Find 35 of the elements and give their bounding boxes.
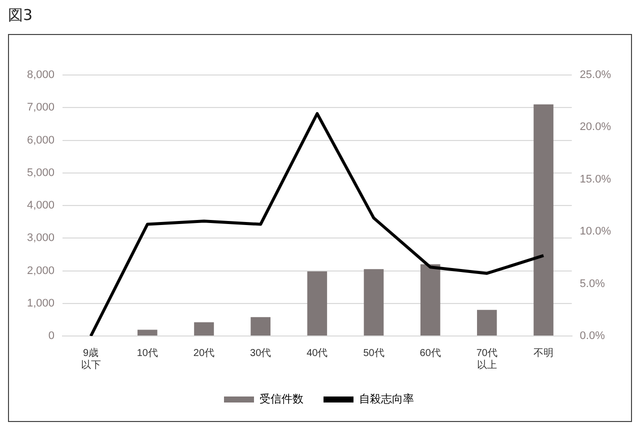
y-tick-label: 3,000 bbox=[26, 232, 55, 244]
y-tick-label: 2,000 bbox=[26, 264, 55, 277]
x-tick-label: 30代 bbox=[250, 348, 272, 359]
y-tick-label: 1,000 bbox=[26, 297, 55, 310]
y2-tick-label: 5.0% bbox=[580, 278, 606, 290]
y-tick-label: 0 bbox=[48, 330, 55, 342]
y2-tick-label: 20.0% bbox=[580, 121, 612, 134]
bar bbox=[477, 310, 497, 336]
y-tick-label: 5,000 bbox=[26, 166, 55, 179]
x-tick-label: 40代 bbox=[306, 348, 328, 359]
bar bbox=[250, 317, 270, 336]
y2-tick-label: 0.0% bbox=[580, 330, 606, 342]
y-tick-label: 8,000 bbox=[26, 69, 55, 82]
bar bbox=[138, 330, 158, 336]
x-tick-label: 9歳以下 bbox=[80, 346, 101, 371]
x-tick-label: 不明 bbox=[534, 348, 554, 359]
y-tick-label: 4,000 bbox=[26, 200, 55, 212]
x-tick-label: 70代以上 bbox=[476, 348, 498, 371]
x-tick-label: 50代 bbox=[363, 348, 384, 359]
legend-label: 受信件数 bbox=[260, 392, 304, 406]
y2-tick-label: 15.0% bbox=[580, 173, 612, 186]
bar bbox=[420, 264, 440, 336]
x-tick-label: 10代 bbox=[136, 348, 158, 359]
chart-title: 図3 bbox=[8, 6, 33, 25]
y2-tick-label: 25.0% bbox=[580, 69, 612, 82]
bar bbox=[534, 104, 554, 336]
y-tick-label: 6,000 bbox=[26, 134, 55, 146]
y-tick-label: 7,000 bbox=[26, 102, 55, 114]
y2-tick-label: 10.0% bbox=[580, 226, 612, 238]
legend-label: 自殺志向率 bbox=[359, 392, 414, 406]
bar bbox=[307, 271, 328, 336]
x-tick-label: 20代 bbox=[193, 348, 215, 359]
bar bbox=[194, 322, 214, 336]
x-tick-label: 60代 bbox=[420, 348, 441, 359]
bar bbox=[364, 269, 384, 336]
